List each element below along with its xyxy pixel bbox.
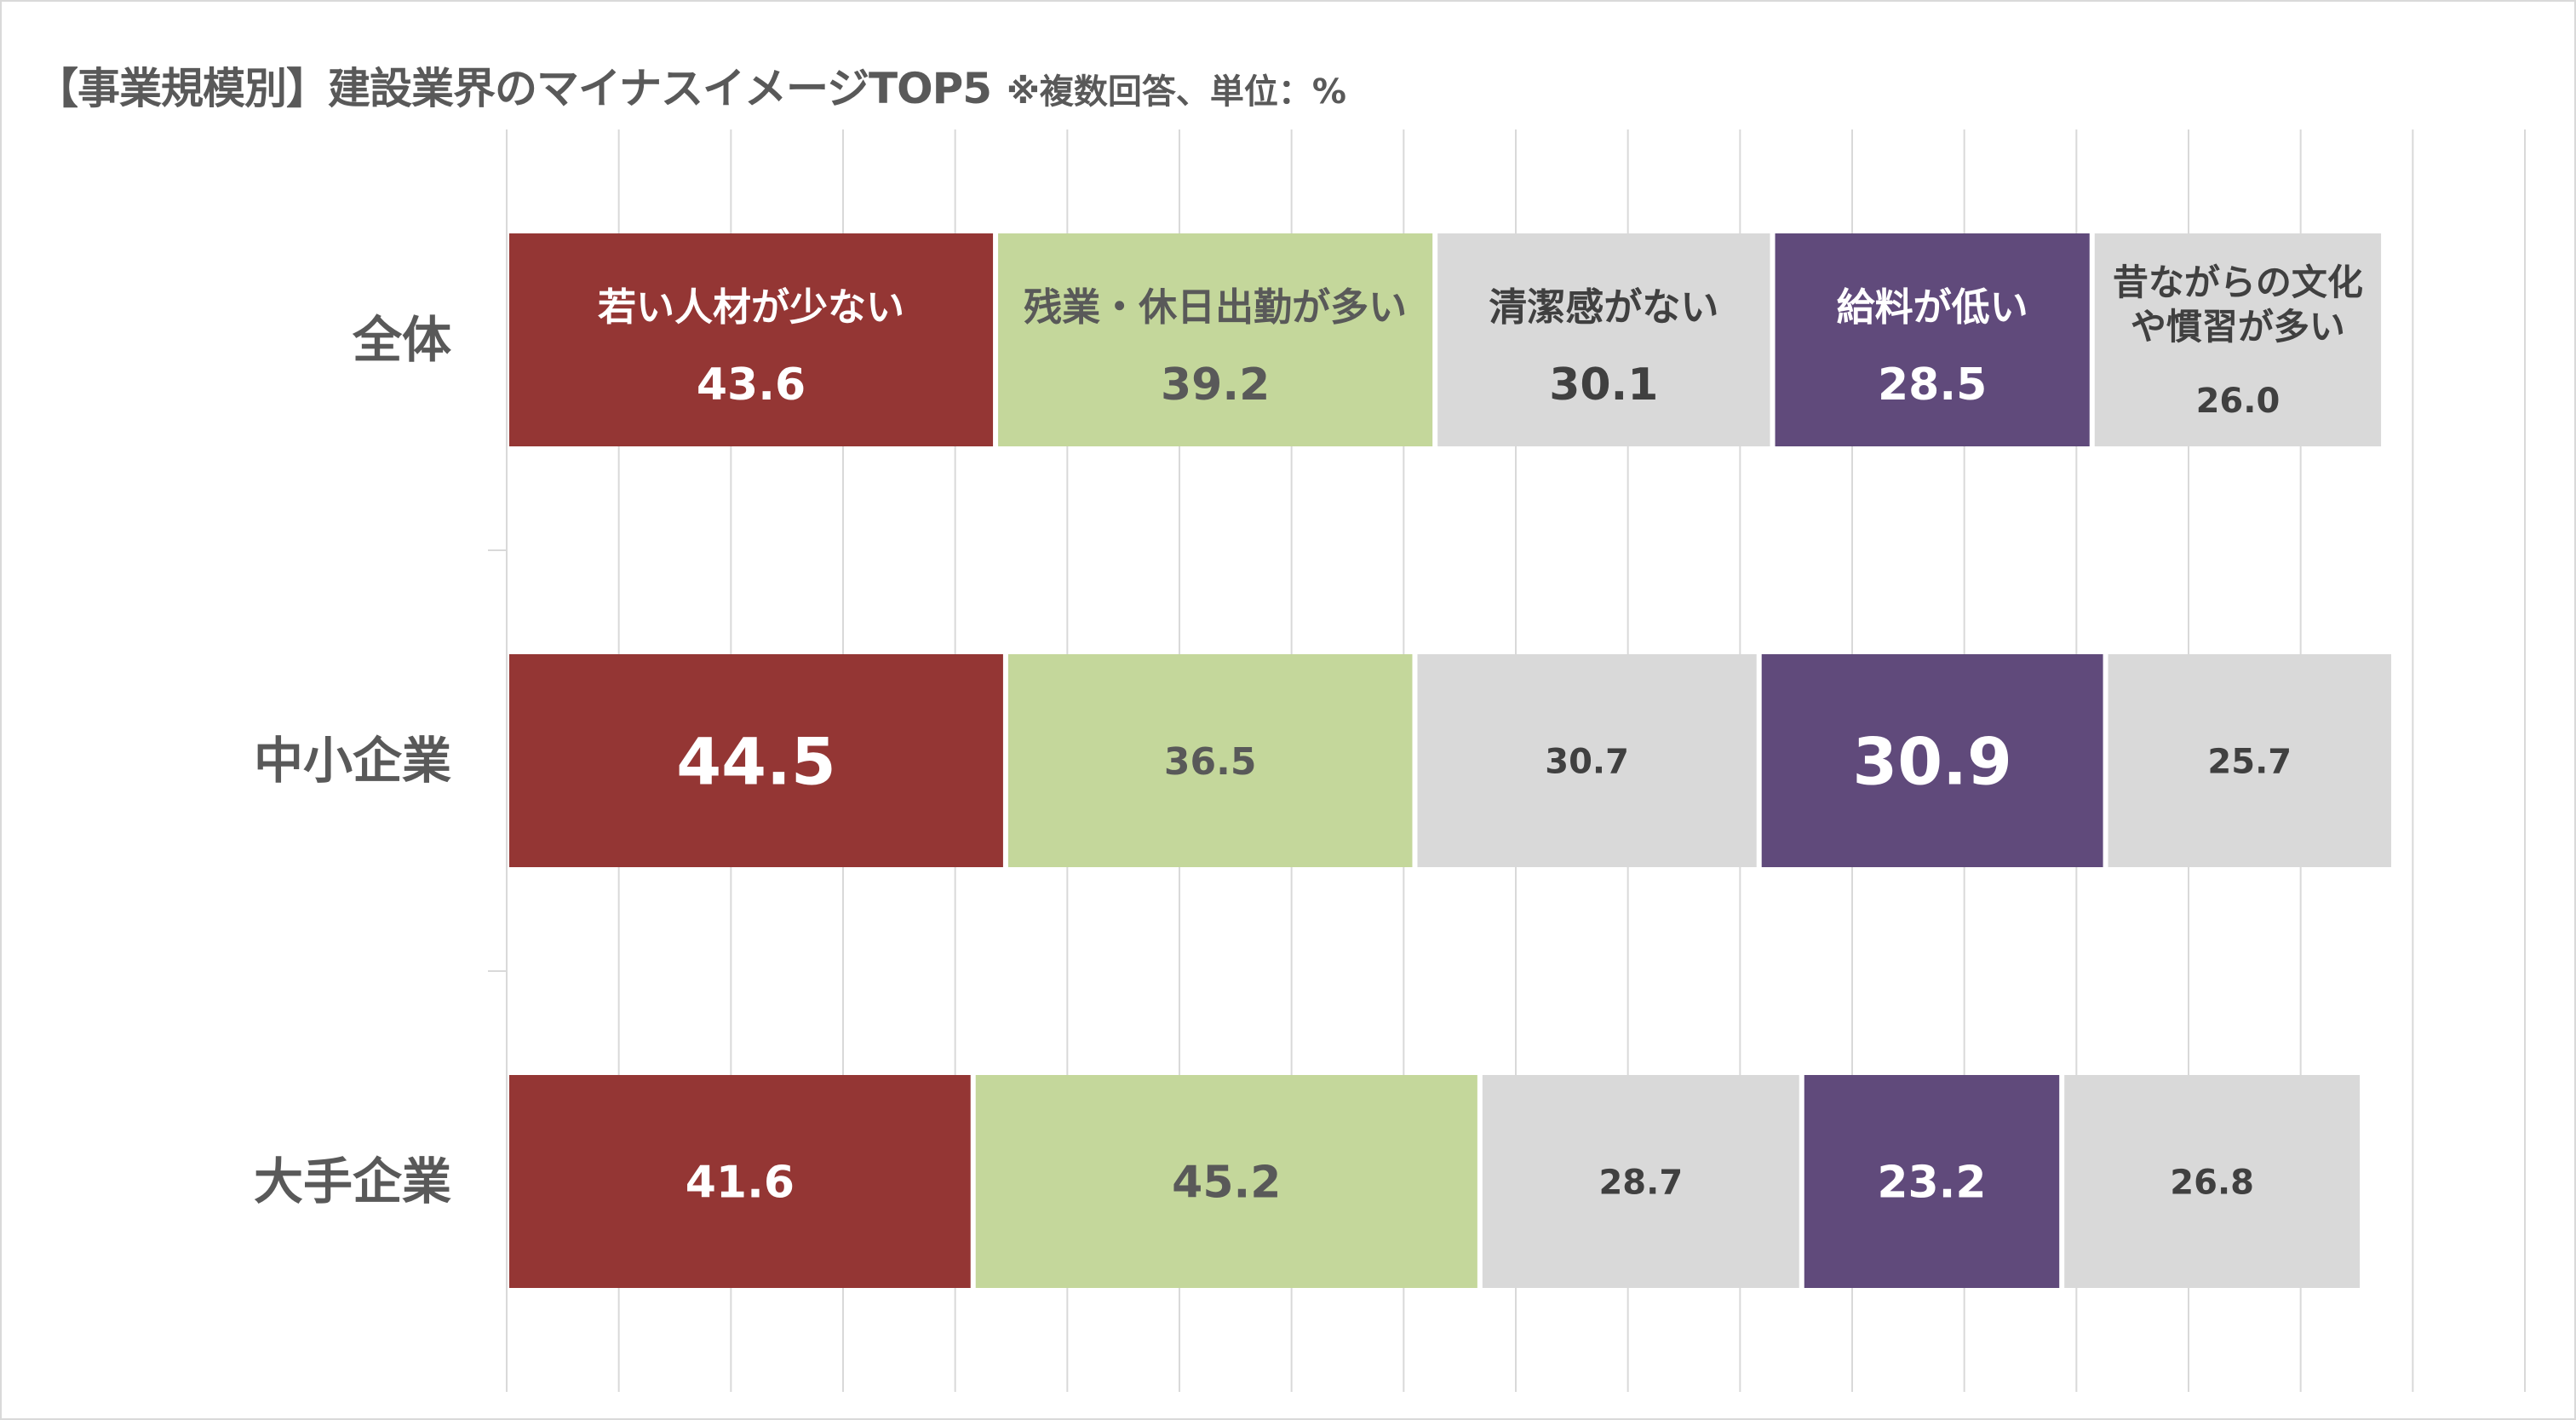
value-label: 43.6 [697,359,806,411]
bar-segment [1761,654,2103,867]
value-label: 25.7 [2207,742,2292,781]
value-label: 44.5 [676,723,836,799]
value-label: 30.1 [1549,359,1658,411]
segment-name-label: や慣習が多い [2131,306,2345,348]
segment-name-label: 給料が低い [1837,285,2028,330]
value-label: 41.6 [686,1158,795,1209]
value-label: 26.0 [2196,382,2281,421]
category-label: 中小企業 [254,732,451,790]
segment-name-label: 清潔感がない [1489,285,1718,330]
value-label: 30.7 [1545,742,1629,781]
value-label: 30.9 [1852,723,2012,799]
bar-segment [509,233,994,446]
segment-name-label: 若い人材が少ない [598,285,904,330]
category-label: 大手企業 [254,1153,451,1210]
bar-segment [1804,1075,2060,1288]
value-label: 23.2 [1877,1158,1986,1209]
value-label: 36.5 [1164,740,1257,784]
bar-segment [1007,654,1413,867]
value-label: 28.7 [1598,1163,1683,1202]
category-label: 全体 [352,311,451,369]
value-label: 45.2 [1172,1158,1281,1209]
bar-segment [509,1075,971,1288]
bar-segment [1437,233,1770,446]
bar-segment [1417,654,1757,867]
bar-segment [509,654,1003,867]
segment-name-label: 残業・休日出勤が多い [1024,285,1407,330]
value-label: 26.8 [2170,1163,2254,1202]
title-main: 【事業規模別】建設業界のマイナスイメージTOP5 [36,64,992,113]
bar-segment [998,233,1433,446]
value-label: 39.2 [1161,359,1270,411]
title-note: ※複数回答、単位：% [1007,72,1347,112]
bar-segment [2064,1075,2361,1288]
segment-name-label: 昔ながらの文化 [2113,262,2363,303]
bar-segment [1482,1075,1799,1288]
bar-segment [1775,233,2090,446]
value-label: 28.5 [1878,359,1987,411]
bar-segment [2094,233,2382,446]
bar-segment [975,1075,1477,1288]
bar-segment [2108,654,2391,867]
chart-title: 【事業規模別】建設業界のマイナスイメージTOP5 ※複数回答、単位：% [36,55,1346,116]
